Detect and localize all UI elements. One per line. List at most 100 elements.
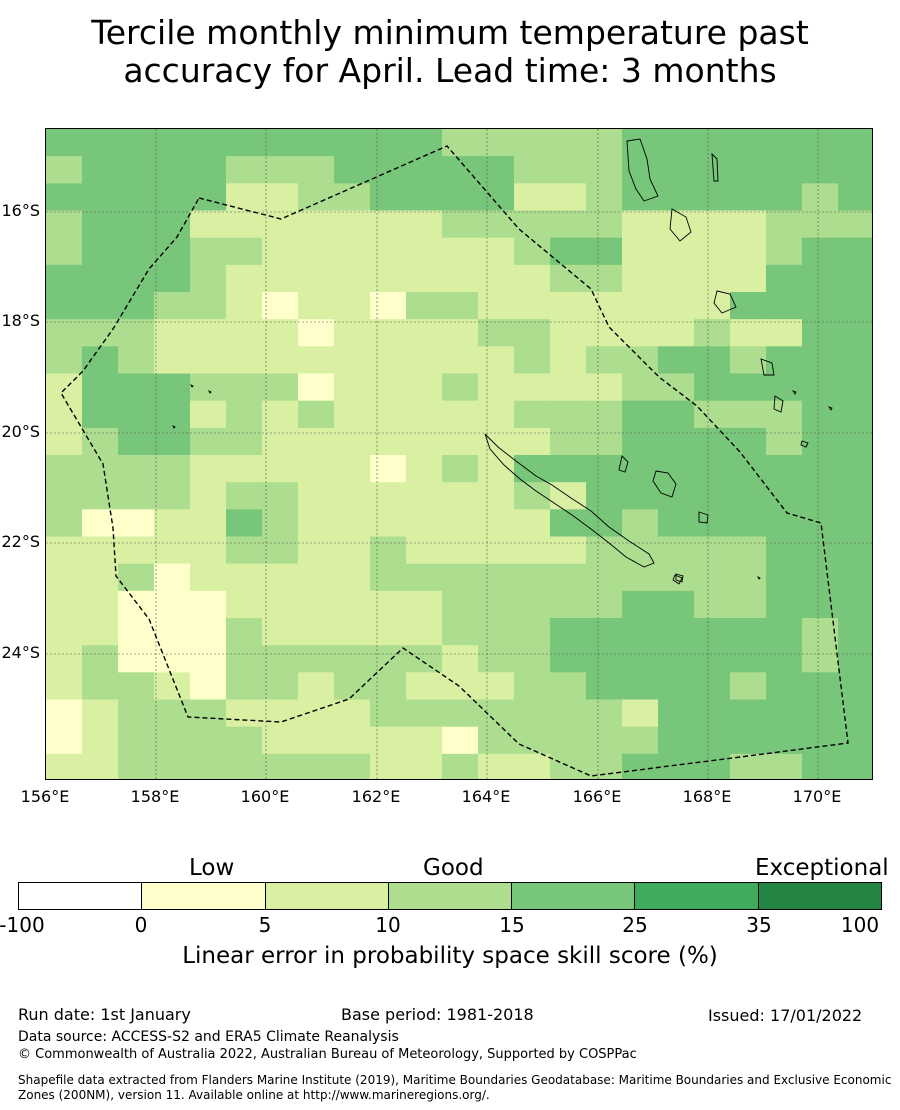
grid-cell — [766, 210, 803, 239]
grid-cell — [154, 400, 191, 429]
grid-cell — [514, 726, 551, 755]
grid-cell — [298, 237, 335, 266]
grid-cell — [550, 590, 587, 619]
lifou-island — [652, 470, 677, 498]
grid-cell — [730, 563, 767, 592]
grid-cell — [550, 292, 587, 320]
grid-cell — [82, 536, 119, 565]
map-title: Tercile monthly minimum temperature past… — [0, 14, 900, 90]
grid-cell — [442, 563, 479, 592]
grid-cell — [694, 292, 731, 320]
grid-cell — [118, 129, 155, 157]
grid-cell — [442, 482, 479, 510]
grid-cell — [82, 400, 119, 429]
grid-cell — [730, 427, 767, 456]
lon-label-162e: 162°E — [351, 787, 401, 806]
grid-cell — [118, 346, 155, 375]
grid-cell — [622, 536, 659, 565]
colorbar-tick: 0 — [134, 913, 148, 937]
grid-cell — [262, 292, 299, 320]
grid-cell — [370, 590, 407, 619]
grid-cell — [478, 645, 515, 673]
grid-cell — [406, 536, 443, 565]
grid-cell — [154, 753, 191, 779]
grid-cell — [118, 645, 155, 673]
ouvea-island — [618, 455, 629, 473]
grid-cell — [622, 156, 659, 184]
grid-cell — [46, 156, 83, 184]
grid-cell — [802, 427, 839, 456]
grid-cell — [262, 563, 299, 592]
grid-cell — [838, 129, 872, 157]
grid-cell — [442, 237, 479, 266]
issued-date: Issued: 17/01/2022 — [708, 1006, 863, 1025]
grid-cell — [406, 129, 443, 157]
grid-cell — [442, 536, 479, 565]
grid-cell — [586, 645, 623, 673]
data-source: Data source: ACCESS-S2 and ERA5 Climate … — [18, 1029, 399, 1045]
grid-cell — [262, 645, 299, 673]
grid-cell — [298, 618, 335, 646]
grid-cell — [550, 427, 587, 456]
grid-cell — [370, 427, 407, 456]
grid-cell — [550, 156, 587, 184]
grid-cell — [262, 753, 299, 779]
grid-cell — [622, 590, 659, 619]
grid-cell — [514, 427, 551, 456]
grid-cell — [190, 726, 227, 755]
tanna-island — [773, 395, 784, 413]
grid-cell — [262, 482, 299, 510]
grid-cell — [334, 264, 371, 293]
grid-cell — [838, 672, 872, 701]
grid-cell — [514, 400, 551, 429]
grid-cell — [334, 427, 371, 456]
grid-cell — [226, 482, 263, 510]
grid-cell — [730, 319, 767, 347]
grid-cell — [190, 319, 227, 347]
lon-label-168e: 168°E — [682, 787, 732, 806]
grid-cell — [838, 292, 872, 320]
grid-cell — [766, 319, 803, 347]
grid-cell — [478, 590, 515, 619]
grid-cell — [802, 129, 839, 157]
grid-cell — [586, 563, 623, 592]
grid-cell — [82, 346, 119, 375]
grid-cell — [370, 753, 407, 779]
grid-cell — [622, 618, 659, 646]
grid-cell — [550, 319, 587, 347]
category-low: Low — [189, 855, 235, 881]
grid-cell — [550, 536, 587, 565]
grid-cell — [46, 346, 83, 375]
grid-cell — [622, 346, 659, 375]
grid-cell — [190, 264, 227, 293]
grid-cell — [226, 618, 263, 646]
grid-cell — [298, 373, 335, 402]
grid-cell — [226, 264, 263, 293]
grid-cell — [694, 129, 731, 157]
grid-cell — [442, 699, 479, 728]
grid-cell — [442, 427, 479, 456]
grid-cell — [190, 183, 227, 212]
grid-cell — [730, 264, 767, 293]
grid-cell — [226, 292, 263, 320]
lon-label-156e: 156°E — [20, 787, 70, 806]
grid-cell — [658, 373, 695, 402]
grid-cell — [838, 210, 872, 239]
grid-cell — [478, 618, 515, 646]
grid-cell — [82, 590, 119, 619]
grid-cell — [550, 753, 587, 779]
grid-cell — [406, 292, 443, 320]
grid-cell — [298, 427, 335, 456]
grid-cell — [118, 699, 155, 728]
grid-cell — [514, 183, 551, 212]
grid-cell — [658, 672, 695, 701]
grid-cell — [262, 590, 299, 619]
grid-cell — [514, 292, 551, 320]
grid-cell — [514, 156, 551, 184]
grid-cell — [766, 645, 803, 673]
grid-cell — [514, 509, 551, 538]
grid-cell — [442, 156, 479, 184]
grid-cell — [370, 264, 407, 293]
grid-cell — [154, 427, 191, 456]
grid-cell — [622, 645, 659, 673]
